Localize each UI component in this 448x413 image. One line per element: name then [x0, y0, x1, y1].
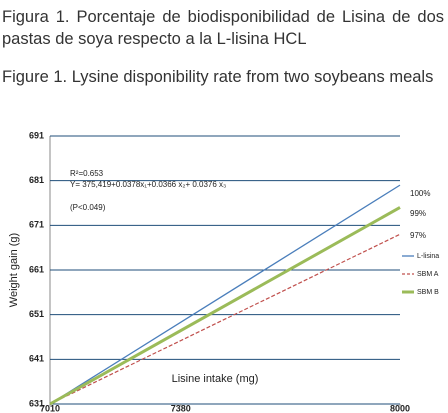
y-tick-label: 691 [29, 130, 44, 140]
annotation: R²=0.653 [70, 169, 104, 178]
legend-label: L-lisina [417, 253, 439, 260]
y-tick-label: 681 [29, 175, 44, 185]
y-tick-label: 641 [29, 354, 44, 364]
legend-label: SBM B [417, 289, 439, 296]
end-label: 99% [410, 209, 426, 218]
annotation: Y= 375,419+0.0378x₁+0.0366 x₂+ 0.0376 x₃ [70, 180, 226, 189]
y-tick-label: 631 [29, 398, 44, 408]
caption-es: Figura 1. Porcentaje de biodisponibilida… [2, 8, 444, 48]
annotation: (P<0.049) [70, 203, 106, 212]
y-tick-label: 661 [29, 264, 44, 274]
legend-label: SBM A [417, 271, 439, 278]
x-axis-label: Lisine intake (mg) [172, 373, 259, 385]
y-tick-label: 671 [29, 220, 44, 230]
end-label: 100% [410, 189, 430, 198]
x-tick-label: 7380 [171, 403, 191, 413]
y-tick-label: 651 [29, 309, 44, 319]
series-line [49, 184, 401, 405]
caption-en: Figure 1. Lysine disponibility rate from… [2, 68, 434, 86]
y-axis-label: Weight gain (g) [8, 233, 20, 307]
x-tick-label: 8000 [390, 403, 410, 413]
x-tick-label: 7010 [40, 403, 60, 413]
series-line [49, 233, 401, 405]
end-label: 97% [410, 231, 426, 240]
series-line [49, 206, 401, 406]
